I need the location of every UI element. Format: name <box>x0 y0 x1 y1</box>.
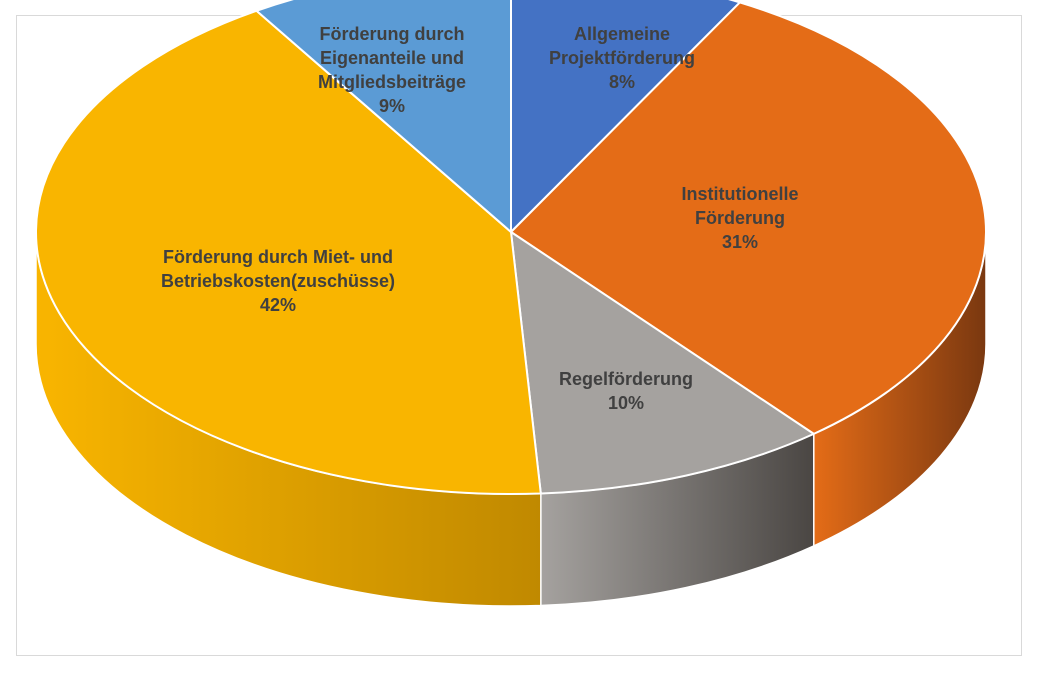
data-label-percent: 8% <box>609 72 635 92</box>
data-label-category-line: Förderung durch <box>320 24 465 44</box>
data-label-regelf-rderung: Regelförderung 10% <box>559 369 693 413</box>
data-label-category-line: Betriebskosten(zuschüsse) <box>161 271 395 291</box>
data-label-percent: 42% <box>260 295 296 315</box>
pie-slice-f-rderung-durch-eigenanteile-und-mitgliedsbeitr-ge <box>255 0 512 233</box>
data-label-category-line: Projektförderung <box>549 48 695 68</box>
data-label-institutionelle-f-rderung: Institutionelle Förderung 31% <box>682 184 799 252</box>
data-label-f-rderung-durch-eigenanteile-und-mitgliedsbeitr-ge: Förderung durch Eigenanteile und Mitglieds… <box>318 24 466 116</box>
data-label-category-line: Regelförderung <box>559 369 693 389</box>
data-label-category-line: Förderung <box>695 208 785 228</box>
pie-top <box>35 0 987 495</box>
pie-slice-f-rderung-durch-miet-und-betriebskosten-zusch-sse <box>35 9 542 495</box>
data-label-f-rderung-durch-miet-und-betriebskosten-zusch-sse: Förderung durch Miet- und Betriebskosten(… <box>161 247 395 315</box>
data-label-allgemeine-projektf-rderung: Allgemeine Projektförderung 8% <box>549 24 695 92</box>
data-label-percent: 10% <box>608 393 644 413</box>
pie-slice-institutionelle-f-rderung <box>510 1 987 435</box>
data-label-category-line: Institutionelle <box>682 184 799 204</box>
pie-labels: Allgemeine Projektförderung 8% Institutione… <box>161 24 799 413</box>
data-label-percent: 9% <box>379 96 405 116</box>
data-label-category-line: Eigenanteile und <box>320 48 464 68</box>
data-label-percent: 31% <box>722 232 758 252</box>
data-label-category-line: Förderung durch Miet- und <box>163 247 393 267</box>
data-label-category-line: Allgemeine <box>574 24 670 44</box>
data-label-category-line: Mitgliedsbeiträge <box>318 72 466 92</box>
pie-slice-regelf-rderung <box>510 231 815 495</box>
